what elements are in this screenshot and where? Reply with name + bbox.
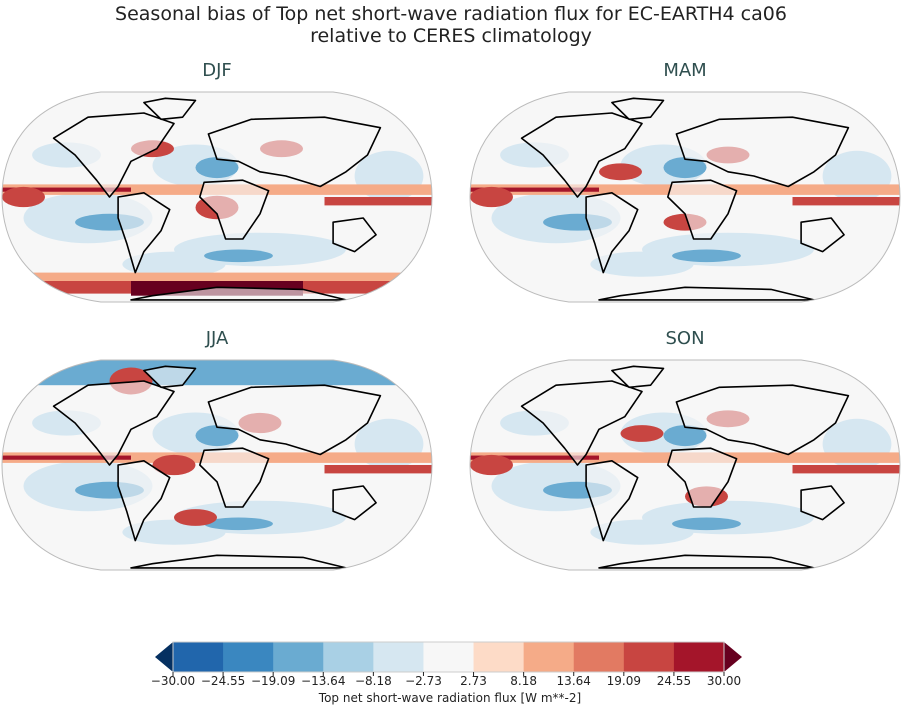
coastline xyxy=(199,179,270,240)
map-outline xyxy=(469,91,901,303)
map-field xyxy=(2,92,432,302)
colorbar-bin xyxy=(473,642,525,672)
coastline xyxy=(800,485,845,521)
coastline xyxy=(611,97,665,121)
colorbar-tick-label: 30.00 xyxy=(707,674,741,688)
coastline xyxy=(598,554,815,569)
colorbar-bin xyxy=(323,642,374,672)
coastline xyxy=(675,384,850,456)
colorbar-tick-label: −30.00 xyxy=(151,674,195,688)
panel-title-jja: JJA xyxy=(205,328,229,349)
colorbar-under-arrow xyxy=(155,642,173,672)
map-outline xyxy=(1,91,433,303)
coastline xyxy=(207,384,382,456)
colorbar-tick-label: −13.64 xyxy=(301,674,345,688)
coastline xyxy=(117,460,171,542)
map-panel-jja xyxy=(1,359,433,571)
map-outline xyxy=(1,359,433,571)
coastline xyxy=(675,116,850,188)
coastline xyxy=(199,447,270,508)
colorbar-over-arrow xyxy=(724,642,742,672)
coastline xyxy=(130,554,347,569)
colorbar-bin xyxy=(673,642,725,672)
colorbar-bin xyxy=(223,642,274,672)
figure-title-line2: relative to CERES climatology xyxy=(310,25,592,47)
map-field xyxy=(2,360,432,570)
coastline xyxy=(520,380,643,466)
coastline xyxy=(207,116,382,188)
map-field xyxy=(470,360,900,570)
colorbar-bin xyxy=(173,642,224,672)
colorbar-tick-label: −2.73 xyxy=(405,674,442,688)
colorbar-bin xyxy=(273,642,324,672)
colorbar-tick-label: 19.09 xyxy=(607,674,641,688)
map-panel-mam xyxy=(469,91,901,303)
map-outline xyxy=(469,359,901,571)
colorbar-frame xyxy=(172,641,725,673)
coastline xyxy=(143,365,197,389)
coastline xyxy=(52,112,175,198)
coastline xyxy=(585,460,639,542)
colorbar-label: Top net short-wave radiation flux [W m**… xyxy=(318,691,581,705)
colorbar-bin xyxy=(373,642,424,672)
colorbar-bin xyxy=(523,642,575,672)
colorbar-tick-label: 13.64 xyxy=(557,674,591,688)
panel-title-mam: MAM xyxy=(663,60,707,81)
coastline xyxy=(611,365,665,389)
coastline xyxy=(667,447,738,508)
panel-title-son: SON xyxy=(665,328,705,349)
coastline xyxy=(667,179,738,240)
colorbar-tick-label: 8.18 xyxy=(510,674,537,688)
map-panel-djf xyxy=(1,91,433,303)
coastline xyxy=(143,97,197,121)
coastline xyxy=(332,217,377,253)
coastline xyxy=(332,485,377,521)
coastline xyxy=(800,217,845,253)
coastline xyxy=(117,192,171,274)
colorbar-tick-label: −8.18 xyxy=(355,674,392,688)
colorbar-bin xyxy=(623,642,675,672)
colorbar-tick-label: −19.09 xyxy=(251,674,295,688)
coastline xyxy=(598,286,815,301)
colorbar-tick-label: −24.55 xyxy=(201,674,245,688)
colorbar-bin xyxy=(423,642,475,672)
coastline xyxy=(130,286,347,301)
colorbar-bin xyxy=(573,642,625,672)
panel-title-djf: DJF xyxy=(202,60,232,81)
colorbar-tick-label: 24.55 xyxy=(657,674,691,688)
figure-title-line1: Seasonal bias of Top net short-wave radi… xyxy=(115,3,787,25)
coastline xyxy=(585,192,639,274)
map-panel-son xyxy=(469,359,901,571)
coastline xyxy=(52,380,175,466)
map-field xyxy=(470,92,900,302)
colorbar-tick-label: 2.73 xyxy=(460,674,487,688)
coastline xyxy=(520,112,643,198)
